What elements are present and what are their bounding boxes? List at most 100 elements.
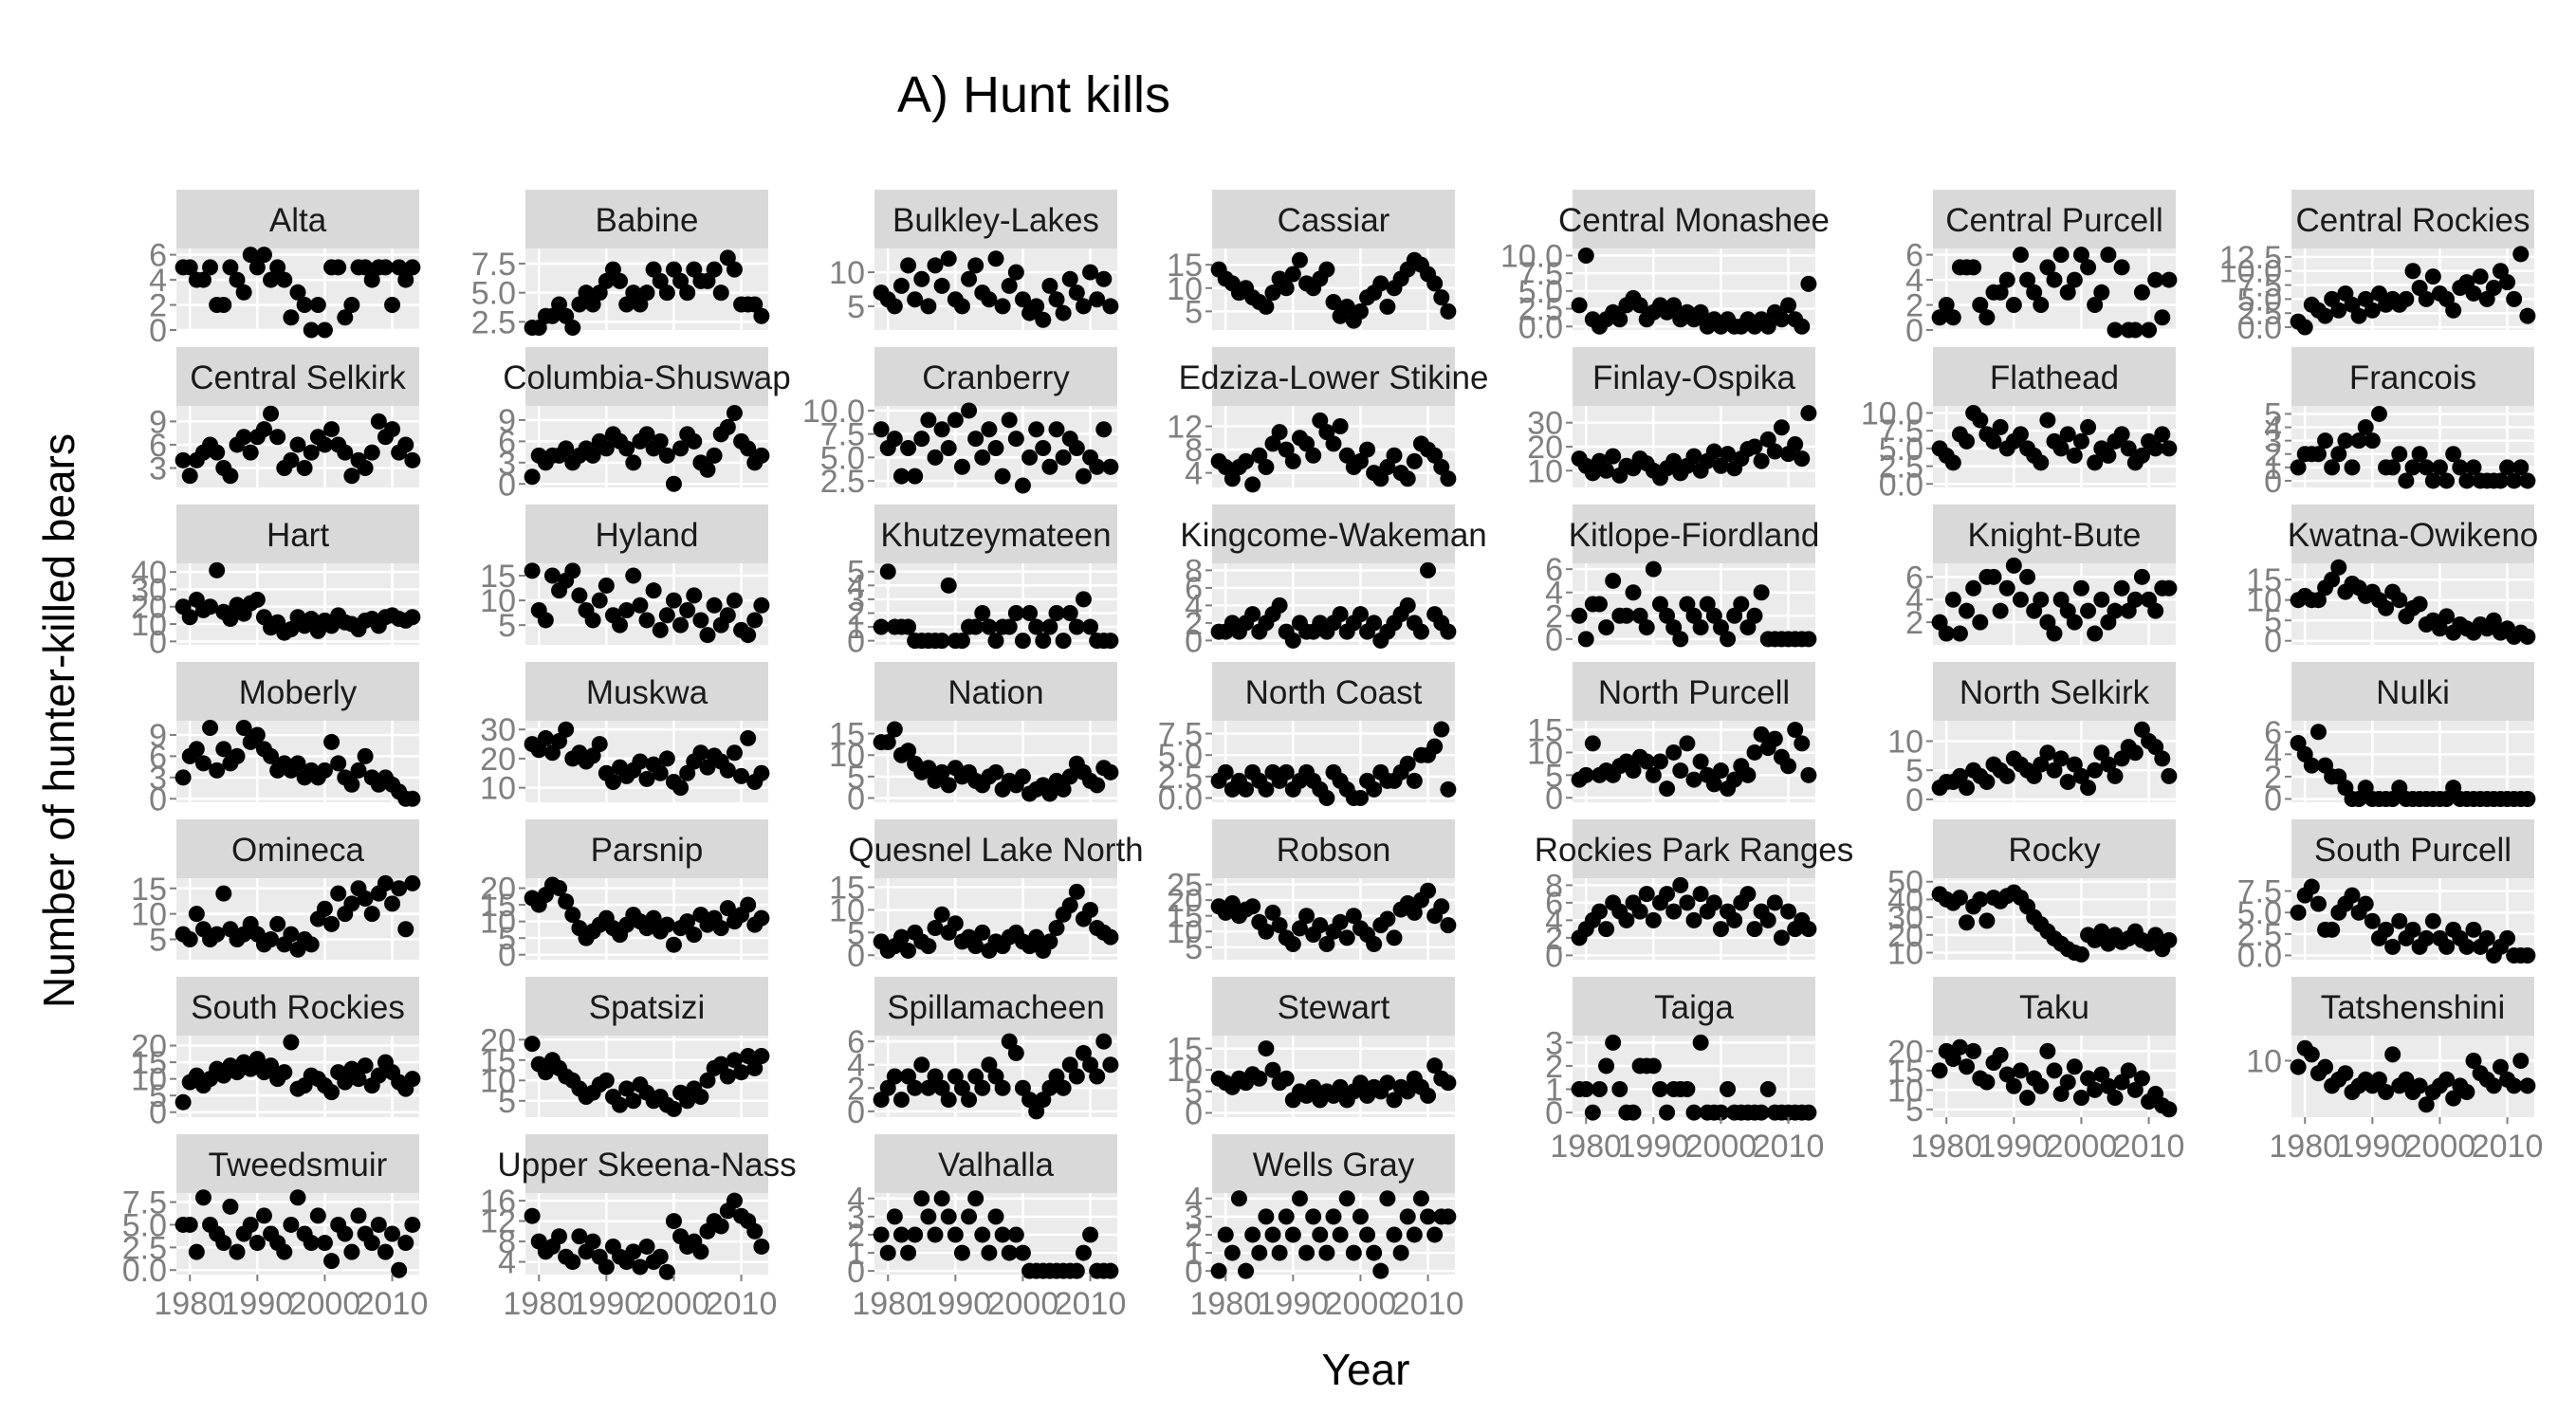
facet-label: South Purcell: [2314, 832, 2512, 869]
data-point: [1726, 607, 1743, 624]
data-point: [2113, 750, 2130, 767]
data-point: [1089, 458, 1106, 475]
data-point: [263, 271, 280, 288]
data-point: [726, 592, 743, 609]
data-point: [370, 1067, 387, 1084]
data-point: [927, 449, 944, 466]
data-point: [263, 747, 280, 764]
data-point: [350, 1207, 367, 1224]
data-point: [947, 412, 964, 429]
data-point: [1007, 1044, 1024, 1061]
data-point: [1312, 1226, 1329, 1243]
data-point: [215, 1235, 232, 1252]
data-point: [1685, 448, 1702, 465]
data-point: [665, 1213, 682, 1230]
data-point: [2100, 756, 2117, 773]
data-point: [2378, 1084, 2395, 1101]
data-point: [1773, 929, 1790, 946]
data-point: [940, 1092, 957, 1109]
data-point: [1271, 917, 1288, 934]
y-tick-label: 0: [2264, 781, 2282, 817]
data-point: [2033, 756, 2050, 773]
y-tick-label: 2: [1905, 288, 1923, 324]
data-point: [2059, 1074, 2076, 1091]
data-point: [2046, 271, 2063, 288]
data-point: [2100, 247, 2117, 264]
y-tick-label: 6: [1185, 571, 1203, 607]
data-point: [397, 271, 414, 288]
data-point: [2126, 744, 2144, 762]
y-tick-label: 30: [1527, 406, 1563, 442]
data-point: [289, 284, 306, 301]
y-tick-label: 7.5: [1158, 717, 1203, 753]
data-point: [658, 916, 675, 933]
data-point: [2133, 721, 2150, 738]
data-point: [357, 891, 374, 907]
data-point: [1598, 462, 1615, 479]
x-tick-label: 2010: [1055, 1286, 1127, 1322]
data-point: [1258, 780, 1275, 798]
data-point: [2445, 1090, 2462, 1107]
facet-label: Kwatna-Owikeno: [2288, 517, 2539, 554]
data-point: [2485, 280, 2502, 297]
y-tick-label: 12: [1167, 410, 1203, 446]
data-point: [2384, 938, 2401, 955]
data-point: [974, 1079, 991, 1096]
data-point: [1068, 285, 1085, 302]
facet-label: Tweedsmuir: [209, 1147, 388, 1184]
data-point: [303, 321, 320, 339]
data-point: [2519, 946, 2536, 964]
data-point: [1992, 602, 2009, 619]
y-tick-label: 2.5: [1879, 450, 1923, 486]
y-tick-label: 20: [1167, 883, 1203, 919]
data-point: [1386, 1226, 1403, 1243]
data-point: [1420, 1208, 1437, 1225]
data-point: [1959, 602, 1976, 619]
data-point: [1692, 303, 1709, 321]
data-point: [2445, 302, 2462, 319]
data-point: [967, 1068, 984, 1085]
data-point: [961, 270, 978, 287]
x-tick-label: 1990: [920, 1286, 992, 1322]
data-point: [1426, 1226, 1444, 1243]
data-point: [2154, 309, 2171, 326]
y-tick-label: 4: [847, 1182, 865, 1218]
data-point: [1345, 908, 1362, 925]
y-tick-label: 20: [1887, 918, 1923, 954]
data-point: [1366, 780, 1383, 798]
data-point: [1773, 311, 1790, 328]
facet-label: Finlay-Ospika: [1592, 359, 1795, 396]
y-tick-label: 20: [131, 1029, 167, 1065]
y-tick-label: 1: [1185, 1236, 1203, 1272]
data-point: [940, 439, 957, 456]
data-point: [2080, 1070, 2097, 1087]
data-point: [2344, 887, 2361, 904]
data-point: [1284, 632, 1301, 649]
y-tick-label: 2: [149, 288, 167, 324]
data-point: [303, 444, 320, 461]
data-point: [1055, 633, 1072, 650]
data-point: [652, 1248, 669, 1265]
data-point: [753, 909, 770, 927]
x-tick-label: 2000: [289, 1286, 361, 1322]
y-tick-label: 4: [149, 263, 167, 299]
data-point: [1978, 309, 1996, 326]
data-point: [1433, 459, 1450, 475]
facet-central-rockies: Central Rockies 0.02.55.07.510.012.5: [2219, 190, 2536, 346]
data-point: [330, 259, 347, 276]
data-point: [1780, 297, 1797, 314]
data-point: [2046, 762, 2063, 779]
y-tick-label: 4: [2264, 411, 2282, 447]
x-tick-label: 1980: [1550, 1129, 1622, 1165]
facet-label: North Coast: [1245, 674, 1423, 711]
y-tick-label: 10: [1167, 271, 1203, 307]
data-point: [638, 285, 655, 302]
data-point: [2370, 1071, 2387, 1088]
data-point: [712, 1218, 729, 1235]
y-tick-label: 5: [847, 555, 865, 591]
data-point: [1944, 1051, 1961, 1068]
data-point: [363, 1235, 380, 1252]
data-point: [2337, 432, 2354, 450]
